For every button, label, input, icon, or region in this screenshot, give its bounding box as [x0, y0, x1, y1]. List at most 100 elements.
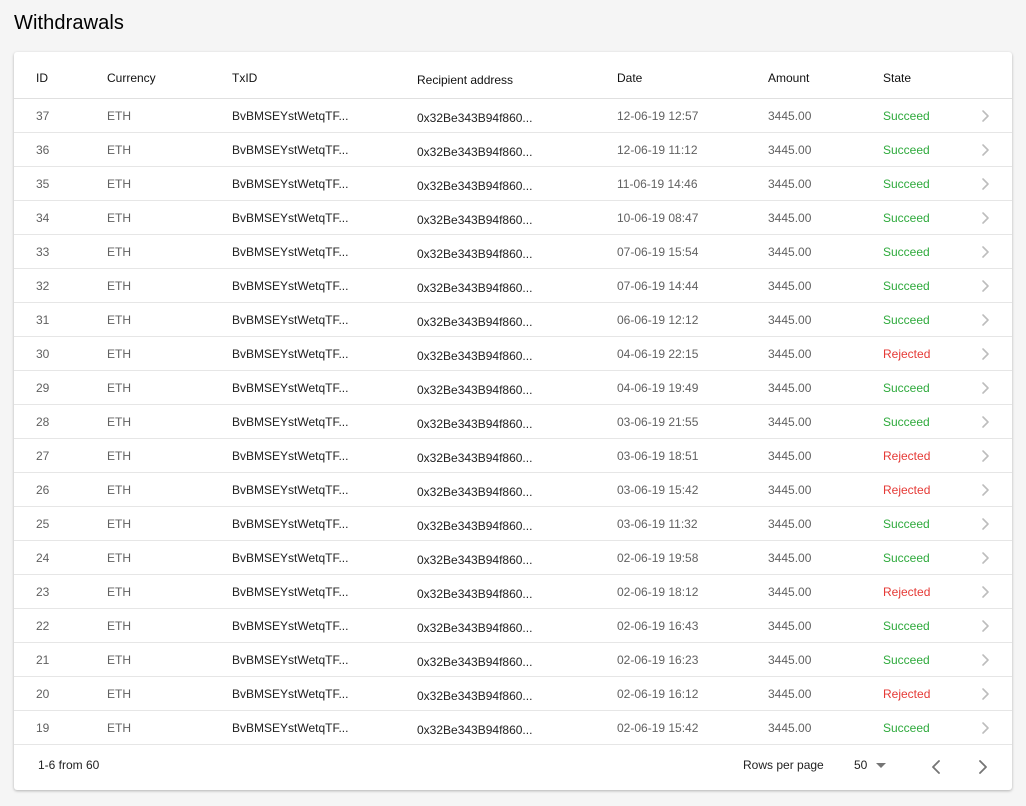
cell-currency: ETH: [107, 619, 131, 633]
cell-txid: BvBMSEYstWetqTF...: [232, 143, 349, 157]
cell-state: Succeed: [883, 721, 930, 735]
cell-currency: ETH: [107, 109, 131, 123]
chevron-right-icon[interactable]: [978, 619, 992, 633]
pagination-count: 1-6 from 60: [38, 758, 100, 772]
cell-date: 06-06-19 12:12: [617, 313, 699, 327]
cell-id: 36: [36, 143, 50, 157]
rows-per-page-select[interactable]: 50: [854, 753, 890, 777]
rows-per-page-value: 50: [854, 758, 868, 772]
chevron-right-icon[interactable]: [978, 313, 992, 327]
chevron-right-icon[interactable]: [978, 721, 992, 735]
cell-recipient-address: 0x32Be343B94f860...: [417, 179, 533, 193]
table-row[interactable]: 22 ETH BvBMSEYstWetqTF... 0x32Be343B94f860.…: [14, 609, 1012, 643]
column-header-date[interactable]: Date: [617, 71, 643, 85]
next-page-button[interactable]: [971, 755, 995, 779]
cell-date: 11-06-19 14:46: [617, 177, 698, 191]
cell-date: 12-06-19 11:12: [617, 143, 698, 157]
cell-currency: ETH: [107, 347, 131, 361]
cell-state: Rejected: [883, 483, 931, 497]
cell-txid: BvBMSEYstWetqTF...: [232, 449, 349, 463]
cell-amount: 3445.00: [768, 245, 812, 259]
chevron-right-icon[interactable]: [978, 517, 992, 531]
table-row[interactable]: 26 ETH BvBMSEYstWetqTF... 0x32Be343B94f860.…: [14, 473, 1012, 507]
cell-amount: 3445.00: [768, 381, 812, 395]
chevron-right-icon[interactable]: [978, 585, 992, 599]
table-row[interactable]: 28 ETH BvBMSEYstWetqTF... 0x32Be343B94f860.…: [14, 405, 1012, 439]
column-header-id[interactable]: ID: [36, 71, 48, 85]
cell-state: Rejected: [883, 585, 931, 599]
cell-id: 33: [36, 245, 50, 259]
cell-recipient-address: 0x32Be343B94f860...: [417, 383, 533, 397]
chevron-right-icon[interactable]: [978, 381, 992, 395]
chevron-right-icon[interactable]: [978, 177, 992, 191]
table-row[interactable]: 24 ETH BvBMSEYstWetqTF... 0x32Be343B94f860.…: [14, 541, 1012, 575]
chevron-right-icon[interactable]: [978, 653, 992, 667]
table-footer: 1-6 from 60 Rows per page 50: [14, 745, 1012, 790]
table-row[interactable]: 21 ETH BvBMSEYstWetqTF... 0x32Be343B94f860.…: [14, 643, 1012, 677]
cell-recipient-address: 0x32Be343B94f860...: [417, 247, 533, 261]
chevron-left-icon: [932, 760, 940, 774]
table-row[interactable]: 27 ETH BvBMSEYstWetqTF... 0x32Be343B94f860.…: [14, 439, 1012, 473]
table-row[interactable]: 32 ETH BvBMSEYstWetqTF... 0x32Be343B94f860.…: [14, 269, 1012, 303]
chevron-right-icon[interactable]: [978, 415, 992, 429]
cell-state: Succeed: [883, 517, 930, 531]
table-row[interactable]: 30 ETH BvBMSEYstWetqTF... 0x32Be343B94f860.…: [14, 337, 1012, 371]
table-row[interactable]: 34 ETH BvBMSEYstWetqTF... 0x32Be343B94f860.…: [14, 201, 1012, 235]
cell-state: Rejected: [883, 449, 931, 463]
column-header-txid[interactable]: TxID: [232, 71, 258, 85]
cell-txid: BvBMSEYstWetqTF...: [232, 109, 349, 123]
table-row[interactable]: 23 ETH BvBMSEYstWetqTF... 0x32Be343B94f860.…: [14, 575, 1012, 609]
cell-amount: 3445.00: [768, 721, 812, 735]
cell-state: Succeed: [883, 619, 930, 633]
cell-recipient-address: 0x32Be343B94f860...: [417, 111, 533, 125]
cell-txid: BvBMSEYstWetqTF...: [232, 619, 349, 633]
table-row[interactable]: 19 ETH BvBMSEYstWetqTF... 0x32Be343B94f860.…: [14, 711, 1012, 745]
chevron-right-icon[interactable]: [978, 211, 992, 225]
chevron-right-icon[interactable]: [978, 483, 992, 497]
cell-recipient-address: 0x32Be343B94f860...: [417, 553, 533, 567]
table-row[interactable]: 37 ETH BvBMSEYstWetqTF... 0x32Be343B94f860.…: [14, 99, 1012, 133]
chevron-right-icon[interactable]: [978, 109, 992, 123]
cell-currency: ETH: [107, 415, 131, 429]
cell-currency: ETH: [107, 449, 131, 463]
cell-state: Succeed: [883, 177, 930, 191]
cell-amount: 3445.00: [768, 585, 812, 599]
cell-amount: 3445.00: [768, 551, 812, 565]
cell-date: 04-06-19 22:15: [617, 347, 699, 361]
cell-id: 19: [36, 721, 50, 735]
table-row[interactable]: 33 ETH BvBMSEYstWetqTF... 0x32Be343B94f860.…: [14, 235, 1012, 269]
cell-date: 02-06-19 15:42: [617, 721, 699, 735]
previous-page-button[interactable]: [924, 755, 948, 779]
table-row[interactable]: 29 ETH BvBMSEYstWetqTF... 0x32Be343B94f860.…: [14, 371, 1012, 405]
cell-amount: 3445.00: [768, 415, 812, 429]
cell-state: Succeed: [883, 211, 930, 225]
cell-txid: BvBMSEYstWetqTF...: [232, 517, 349, 531]
table-row[interactable]: 31 ETH BvBMSEYstWetqTF... 0x32Be343B94f860.…: [14, 303, 1012, 337]
cell-amount: 3445.00: [768, 347, 812, 361]
cell-currency: ETH: [107, 313, 131, 327]
chevron-right-icon[interactable]: [978, 687, 992, 701]
column-header-currency[interactable]: Currency: [107, 71, 156, 85]
cell-id: 29: [36, 381, 50, 395]
cell-id: 34: [36, 211, 50, 225]
cell-amount: 3445.00: [768, 483, 812, 497]
chevron-right-icon[interactable]: [978, 449, 992, 463]
table-row[interactable]: 36 ETH BvBMSEYstWetqTF... 0x32Be343B94f860.…: [14, 133, 1012, 167]
cell-recipient-address: 0x32Be343B94f860...: [417, 587, 533, 601]
cell-recipient-address: 0x32Be343B94f860...: [417, 621, 533, 635]
column-header-recipient-address[interactable]: Recipient address: [417, 73, 514, 87]
column-header-amount[interactable]: Amount: [768, 71, 810, 85]
cell-date: 02-06-19 16:43: [617, 619, 699, 633]
table-row[interactable]: 35 ETH BvBMSEYstWetqTF... 0x32Be343B94f860.…: [14, 167, 1012, 201]
cell-amount: 3445.00: [768, 449, 812, 463]
chevron-right-icon[interactable]: [978, 279, 992, 293]
table-row[interactable]: 25 ETH BvBMSEYstWetqTF... 0x32Be343B94f860.…: [14, 507, 1012, 541]
cell-txid: BvBMSEYstWetqTF...: [232, 177, 349, 191]
column-header-state[interactable]: State: [883, 71, 912, 85]
cell-currency: ETH: [107, 177, 131, 191]
chevron-right-icon[interactable]: [978, 347, 992, 361]
chevron-right-icon[interactable]: [978, 551, 992, 565]
chevron-right-icon[interactable]: [978, 143, 992, 157]
table-row[interactable]: 20 ETH BvBMSEYstWetqTF... 0x32Be343B94f860.…: [14, 677, 1012, 711]
chevron-right-icon[interactable]: [978, 245, 992, 259]
